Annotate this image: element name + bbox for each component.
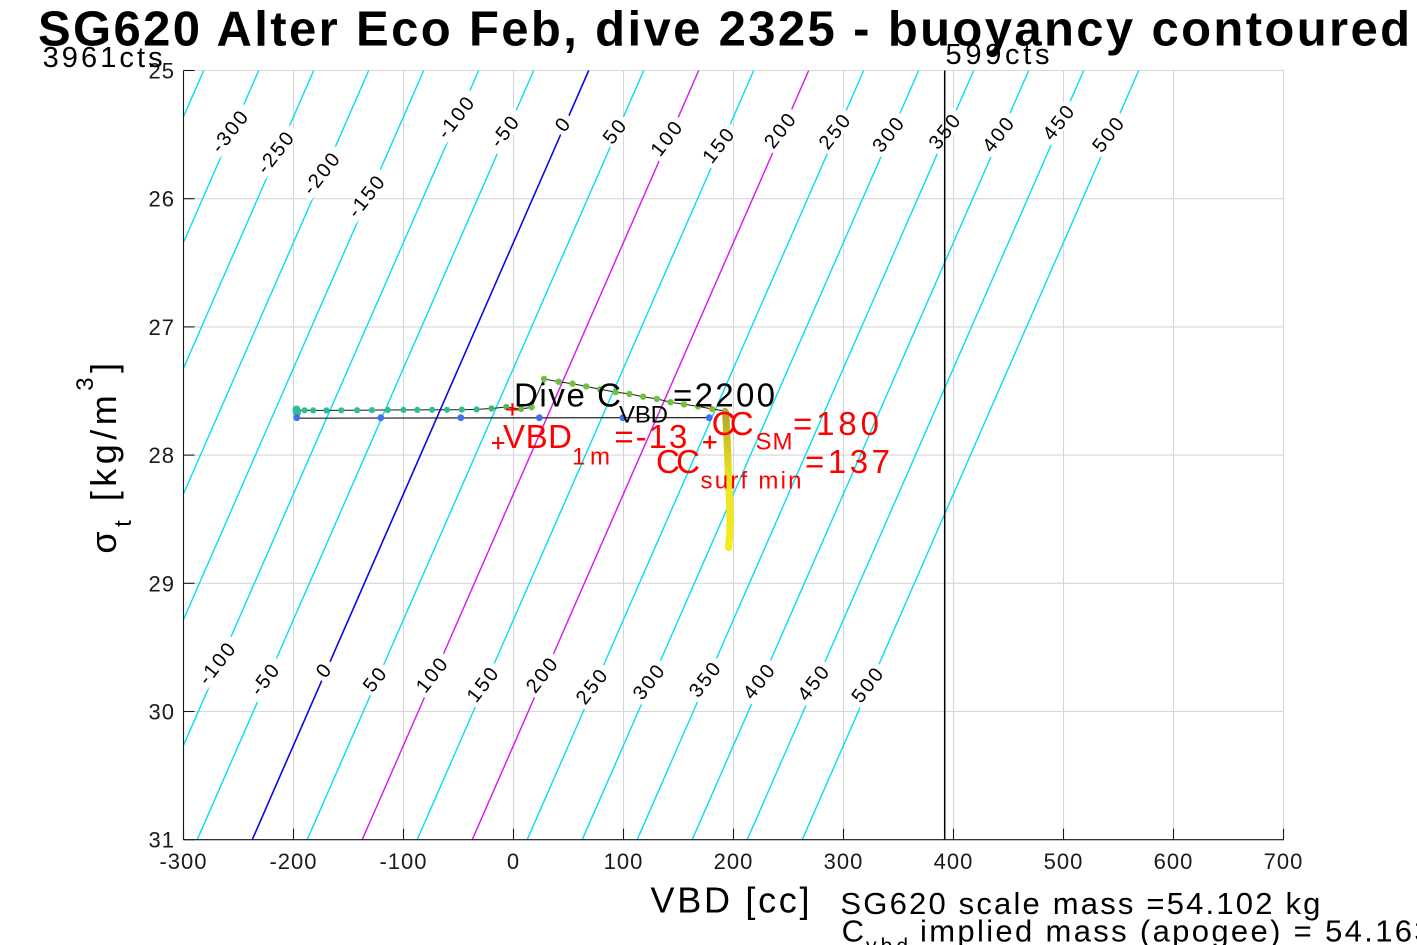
svg-text:-200: -200 xyxy=(269,849,317,874)
svg-text:implied mass (apogee) = 54.163: implied mass (apogee) = 54.163 kg xyxy=(920,914,1417,945)
svg-text:=2200: =2200 xyxy=(673,377,775,414)
svg-text:SM: SM xyxy=(756,429,793,456)
svg-text:SG620 scale mass =54.102 kg: SG620 scale mass =54.102 kg xyxy=(840,886,1320,921)
svg-text:30: 30 xyxy=(149,700,175,725)
svg-text:600: 600 xyxy=(1154,849,1194,874)
svg-text:28: 28 xyxy=(149,443,175,468)
svg-text:200: 200 xyxy=(714,849,754,874)
svg-text:-100: -100 xyxy=(379,849,427,874)
svg-text:SG620 Alter Eco Feb, dive 2325: SG620 Alter Eco Feb, dive 2325 - buoyanc… xyxy=(38,2,1410,56)
svg-text:VBD: VBD xyxy=(503,418,572,455)
svg-text:500: 500 xyxy=(1044,849,1084,874)
svg-text:300: 300 xyxy=(824,849,864,874)
svg-text:vbd: vbd xyxy=(866,935,908,945)
svg-text:25: 25 xyxy=(149,59,175,84)
svg-text:CC: CC xyxy=(712,405,754,442)
svg-text:100: 100 xyxy=(604,849,644,874)
svg-text:=-13: =-13 xyxy=(614,418,687,455)
svg-text:CC: CC xyxy=(656,443,700,480)
svg-text:0: 0 xyxy=(507,849,520,874)
svg-text:26: 26 xyxy=(149,187,175,212)
svg-text:29: 29 xyxy=(149,571,175,596)
svg-text:400: 400 xyxy=(934,849,974,874)
svg-text:27: 27 xyxy=(149,315,175,340)
svg-text:31: 31 xyxy=(149,828,175,853)
svg-text:-300: -300 xyxy=(159,849,207,874)
svg-text:σt [kg/m3]: σt [kg/m3] xyxy=(72,358,137,553)
svg-text:3961cts: 3961cts xyxy=(43,42,163,74)
svg-text:Dive C: Dive C xyxy=(514,377,621,414)
svg-text:700: 700 xyxy=(1264,849,1304,874)
svg-text:1m: 1m xyxy=(572,444,610,471)
svg-text:C: C xyxy=(842,914,864,945)
svg-text:VBD: VBD xyxy=(619,402,668,429)
svg-text:surf min: surf min xyxy=(701,468,802,495)
